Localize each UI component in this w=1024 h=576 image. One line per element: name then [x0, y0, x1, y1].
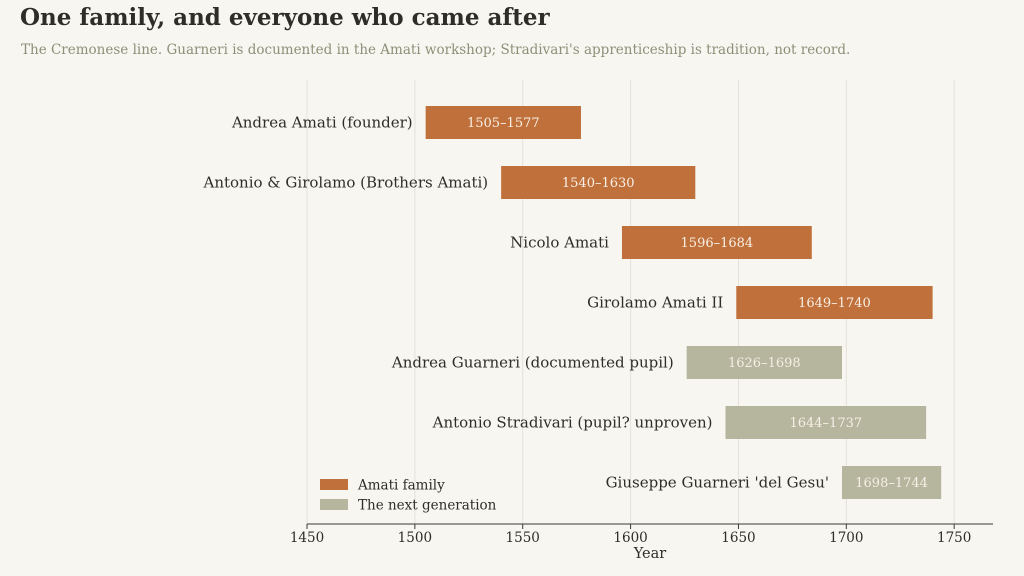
- x-tick-label: 1600: [613, 530, 647, 546]
- x-tick-label: 1650: [721, 530, 755, 546]
- row-label: Andrea Guarneri (documented pupil): [391, 354, 674, 372]
- bar-range-label: 1596–1684: [681, 236, 754, 251]
- legend-swatch: [320, 499, 348, 510]
- x-tick-label: 1450: [290, 530, 324, 546]
- legend-swatch: [320, 479, 348, 490]
- bar-range-label: 1649–1740: [798, 296, 871, 311]
- bars: 1505–1577 Andrea Amati (founder) 1540–1630…: [203, 106, 942, 499]
- x-tick-label: 1500: [398, 530, 432, 546]
- x-tick-label: 1700: [829, 530, 863, 546]
- bar-range-label: 1540–1630: [562, 176, 635, 191]
- row-label: Antonio Stradivari (pupil? unproven): [432, 414, 713, 432]
- bar-range-label: 1644–1737: [789, 416, 862, 431]
- timeline-bar: [501, 166, 696, 199]
- timeline-bar: [425, 106, 581, 139]
- row-label: Giuseppe Guarneri 'del Gesu': [606, 474, 829, 492]
- row-label: Antonio & Girolamo (Brothers Amati): [203, 174, 489, 192]
- bar-range-label: 1505–1577: [467, 116, 540, 131]
- legend-label: The next generation: [358, 498, 497, 514]
- x-tick-label: 1550: [506, 530, 540, 546]
- bar-range-label: 1698–1744: [855, 476, 928, 491]
- row-label: Girolamo Amati II: [587, 294, 723, 312]
- x-axis: 1450 1500 1550 1600 1650 1700 1750 Year: [290, 523, 993, 562]
- timeline-bar: [736, 286, 933, 319]
- timeline-bar: [725, 406, 927, 439]
- legend: Amati family The next generation: [320, 478, 497, 514]
- chart-title: One family, and everyone who came after: [20, 4, 550, 31]
- row-label: Andrea Amati (founder): [231, 114, 413, 132]
- legend-label: Amati family: [357, 478, 445, 494]
- x-axis-title: Year: [633, 546, 667, 562]
- timeline-bar: [621, 226, 812, 259]
- timeline-bar: [686, 346, 842, 379]
- bar-range-label: 1626–1698: [728, 356, 801, 371]
- row-label: Nicolo Amati: [510, 234, 609, 252]
- timeline-bar: [841, 466, 942, 499]
- chart-subtitle: The Cremonese line. Guarneri is document…: [21, 42, 851, 58]
- x-tick-label: 1750: [937, 530, 971, 546]
